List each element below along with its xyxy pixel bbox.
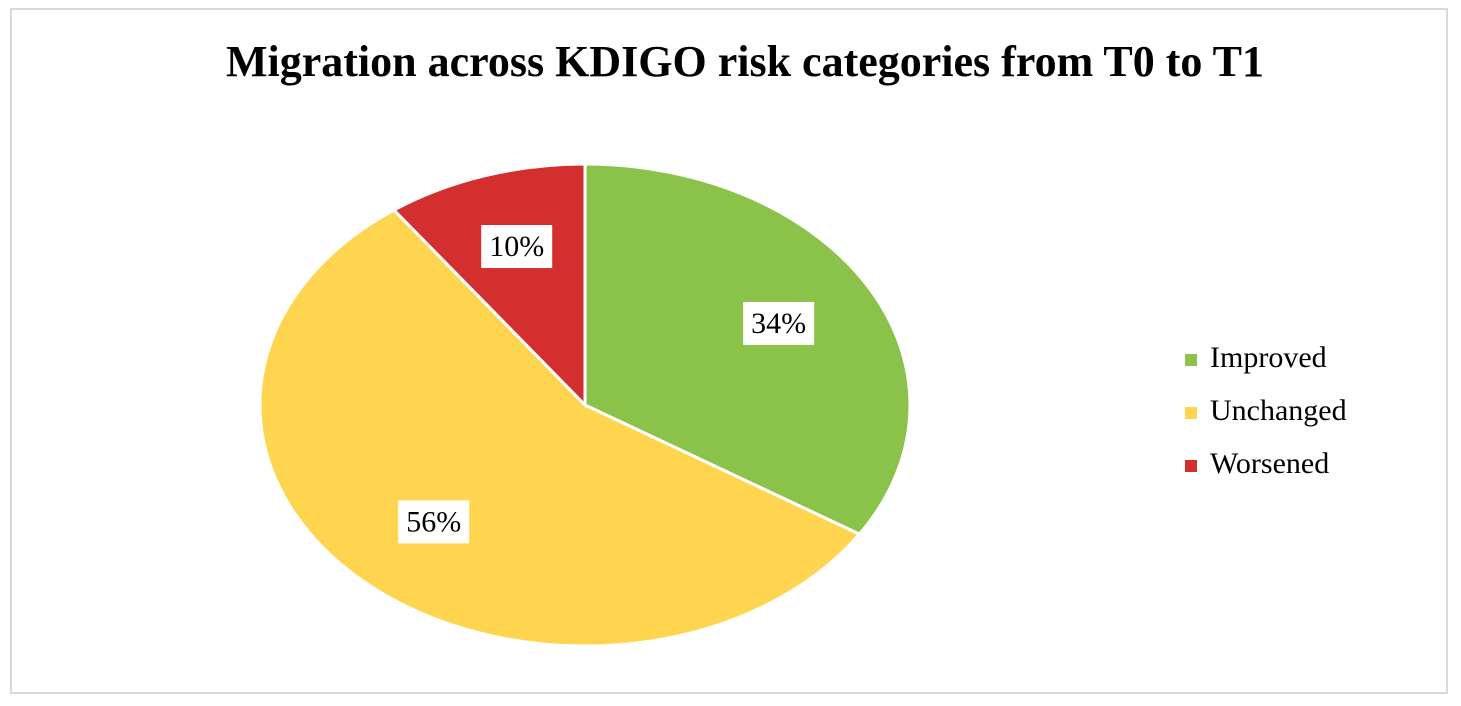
data-label-box xyxy=(398,500,470,544)
legend-label: Improved xyxy=(1210,341,1327,374)
chart-frame xyxy=(10,8,1448,694)
pie-slice xyxy=(391,162,587,409)
data-label: 56% xyxy=(406,505,461,538)
data-label-box xyxy=(743,301,815,345)
legend-swatch xyxy=(1185,354,1197,366)
legend-label: Unchanged xyxy=(1210,394,1347,427)
legend-swatch xyxy=(1185,460,1197,472)
data-label: 34% xyxy=(751,307,806,340)
legend-swatch xyxy=(1185,407,1197,419)
chart-title: Migration across KDIGO risk categories f… xyxy=(226,37,1264,86)
legend-label: Worsened xyxy=(1210,447,1329,480)
data-label: 10% xyxy=(489,230,544,263)
data-label-box xyxy=(481,225,553,269)
